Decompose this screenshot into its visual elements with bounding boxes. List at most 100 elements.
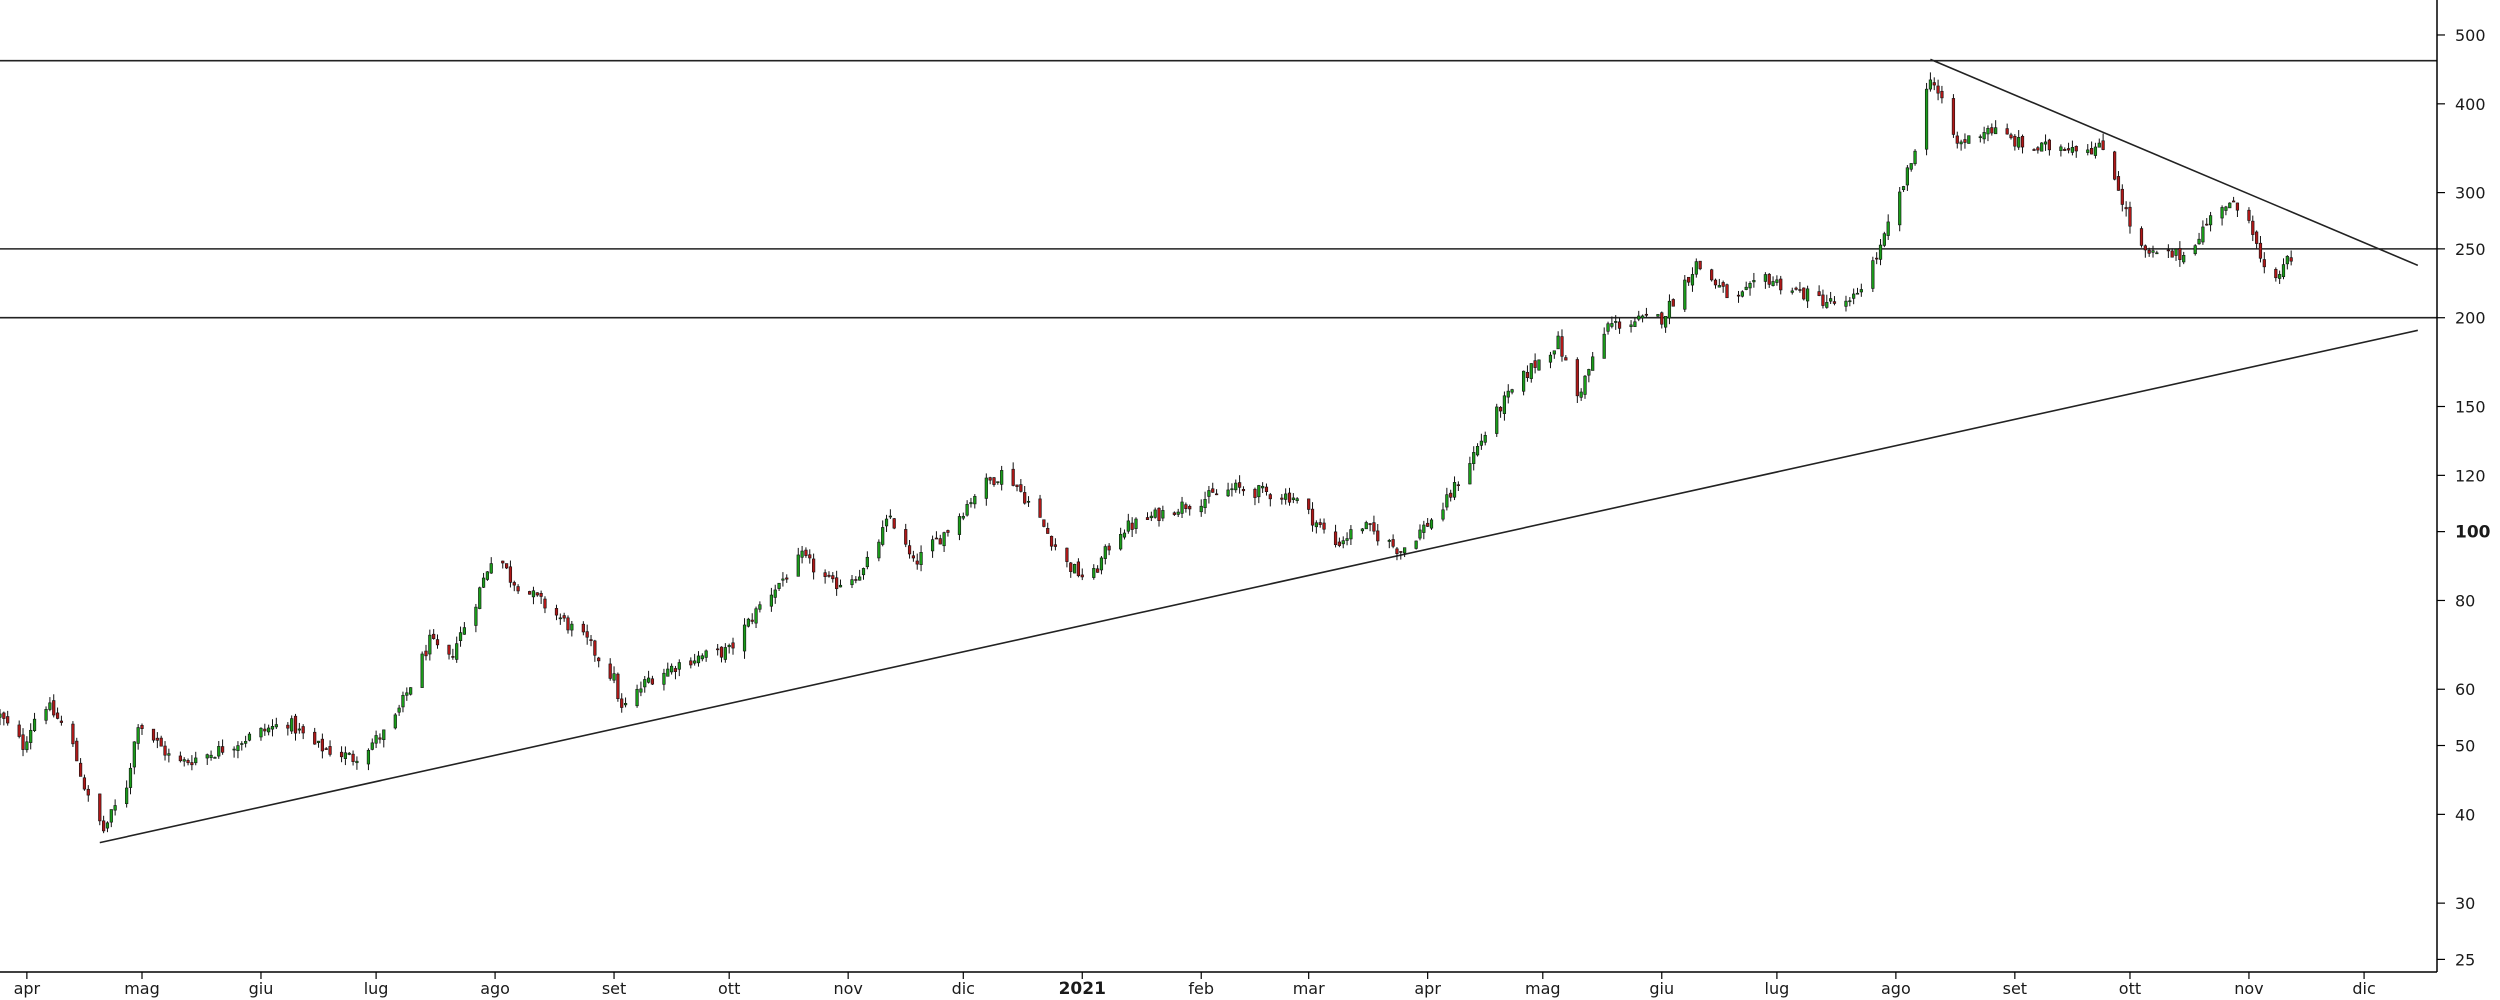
candle-body-up <box>1871 260 1875 289</box>
candle <box>1967 135 1971 144</box>
candle <box>693 653 697 666</box>
candle <box>186 758 190 766</box>
candle <box>178 751 182 763</box>
candle-body-up <box>1763 274 1767 282</box>
candle <box>244 735 248 748</box>
candle-body-down <box>2143 245 2147 251</box>
candle <box>2128 201 2132 234</box>
candle <box>512 580 516 592</box>
candle <box>2089 141 2094 155</box>
candle <box>370 738 374 751</box>
x-tick-label: feb <box>1188 979 1214 998</box>
candle-body-down <box>1932 82 1936 86</box>
candle <box>1548 351 1553 369</box>
candle-body-down <box>2009 134 2013 139</box>
candle-body-down <box>1053 544 1057 547</box>
candle-body-up <box>2151 250 2155 253</box>
x-tick-label: nov <box>833 979 862 998</box>
candle <box>1103 544 1107 565</box>
candle <box>1713 278 1718 289</box>
candle-body-down <box>263 728 267 732</box>
candle <box>132 741 136 775</box>
candle <box>455 636 459 663</box>
candle-body-up <box>1852 293 1856 299</box>
candle-body-down <box>186 760 190 764</box>
candle <box>881 520 885 547</box>
candle-body-up <box>612 673 616 681</box>
candle <box>113 799 117 816</box>
candle-body-up <box>1740 291 1744 297</box>
candle-body-up <box>1633 321 1637 327</box>
candle-body-down <box>424 650 428 657</box>
candle <box>808 549 812 564</box>
candle <box>1345 532 1349 546</box>
candle-body-up <box>884 518 889 527</box>
candle-body-down <box>1832 301 1837 304</box>
candle <box>1468 456 1472 485</box>
candle-body-up <box>777 582 781 589</box>
y-tick-label: 400 <box>2455 95 2486 114</box>
candle-body-down <box>2205 223 2209 226</box>
candle-body-up <box>1878 244 1883 260</box>
x-tick-label: set <box>2003 979 2027 998</box>
candle-body-up <box>930 539 935 552</box>
candle-body-down <box>1188 506 1192 510</box>
candle <box>1349 525 1353 545</box>
candle-body-down <box>2013 135 2017 147</box>
candle <box>32 712 37 733</box>
candle-body-up <box>397 707 401 713</box>
candle <box>125 780 129 808</box>
candle <box>2281 258 2286 280</box>
candle <box>1157 507 1161 527</box>
candle-body-down <box>892 518 896 529</box>
candle <box>723 643 727 663</box>
candle <box>17 720 21 739</box>
candle-body-down <box>2178 248 2182 260</box>
candle-body-down <box>151 728 156 741</box>
candle <box>1445 487 1449 511</box>
candle <box>612 666 616 684</box>
candle-body-up <box>2043 141 2048 145</box>
candle-body-down <box>585 631 589 638</box>
candle-body-up <box>478 587 482 609</box>
candle <box>2017 130 2021 150</box>
candle <box>585 624 589 645</box>
candle <box>313 727 317 745</box>
candle <box>823 569 827 584</box>
candle-body-up <box>1928 79 1933 90</box>
candle <box>424 644 428 661</box>
candle-body-up <box>1587 369 1591 376</box>
candle <box>1779 275 1783 295</box>
candle-body-down <box>1157 507 1161 521</box>
candle <box>2086 144 2090 156</box>
candle <box>1986 125 1990 142</box>
candle-body-up <box>109 809 113 823</box>
candle <box>435 634 440 649</box>
candle <box>1617 317 1622 334</box>
candle-body-down <box>432 633 436 639</box>
candle <box>1817 285 1821 297</box>
candle-body-down <box>2074 145 2078 152</box>
candle <box>1955 131 1959 149</box>
y-tick-label: 50 <box>2455 737 2475 756</box>
candle-body-up <box>727 644 731 648</box>
candle <box>1230 483 1234 497</box>
candle <box>1498 406 1503 418</box>
candle <box>1736 290 1741 303</box>
candle-body-down <box>1990 127 1994 134</box>
candle-body-up <box>742 624 747 652</box>
candle-body-up <box>1176 511 1180 515</box>
x-tick-label: mag <box>124 979 160 998</box>
candle <box>270 719 275 737</box>
candle-body-up <box>420 653 424 688</box>
candle <box>6 710 10 726</box>
candle-body-up <box>1414 540 1418 549</box>
candle-body-up <box>1495 406 1499 434</box>
candle <box>2013 134 2017 151</box>
candle-body-up <box>48 702 52 710</box>
candle-body-down <box>907 545 912 555</box>
candle <box>2193 244 2197 256</box>
candle <box>854 576 858 584</box>
candle <box>1560 329 1564 362</box>
